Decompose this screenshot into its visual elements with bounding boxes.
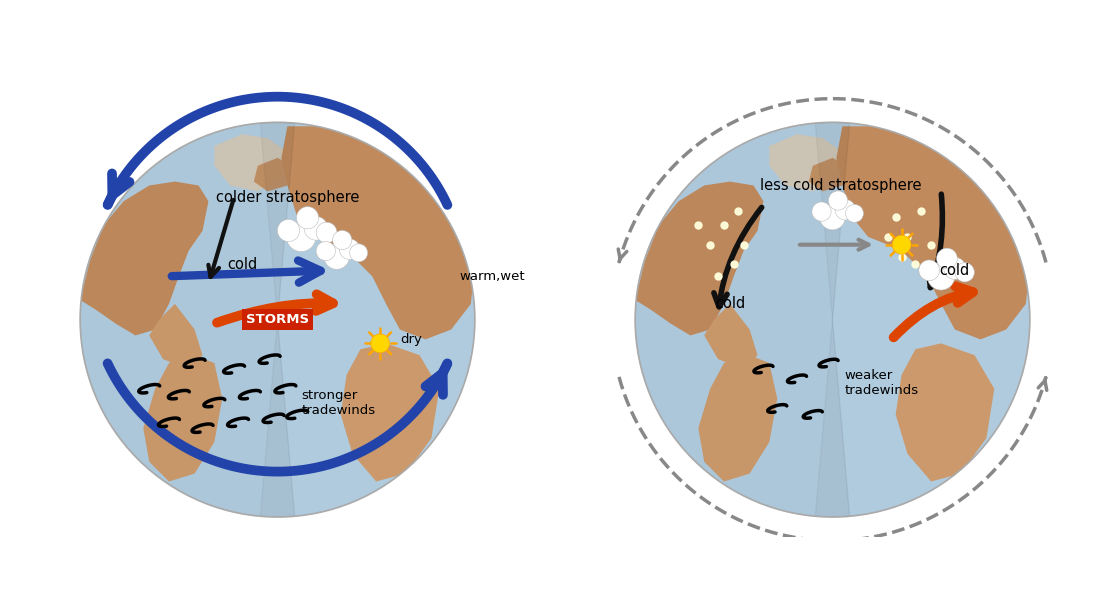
- Circle shape: [846, 204, 864, 222]
- Polygon shape: [769, 134, 842, 191]
- Circle shape: [350, 244, 367, 262]
- Circle shape: [811, 202, 831, 221]
- Text: colder stratosphere: colder stratosphere: [215, 190, 359, 205]
- Text: weaker
tradewinds: weaker tradewinds: [845, 369, 918, 397]
- Circle shape: [324, 244, 350, 270]
- Polygon shape: [254, 158, 293, 191]
- Wedge shape: [80, 122, 294, 517]
- Circle shape: [955, 263, 975, 282]
- Text: cold: cold: [715, 296, 745, 312]
- Circle shape: [919, 260, 939, 281]
- Circle shape: [333, 231, 352, 250]
- Circle shape: [835, 199, 856, 220]
- Polygon shape: [896, 343, 995, 481]
- Circle shape: [80, 122, 475, 517]
- Circle shape: [286, 222, 316, 251]
- Circle shape: [316, 222, 337, 243]
- Text: cold: cold: [940, 263, 970, 278]
- Circle shape: [296, 206, 319, 229]
- Polygon shape: [80, 182, 209, 336]
- Wedge shape: [635, 122, 849, 517]
- Circle shape: [892, 235, 911, 254]
- Text: cold: cold: [226, 257, 258, 272]
- Circle shape: [340, 239, 360, 260]
- Polygon shape: [809, 158, 848, 191]
- Polygon shape: [341, 343, 440, 481]
- Circle shape: [819, 204, 846, 230]
- Text: STORMS: STORMS: [246, 313, 309, 326]
- Circle shape: [371, 334, 390, 353]
- Circle shape: [635, 122, 1030, 517]
- Circle shape: [944, 257, 966, 280]
- Circle shape: [828, 191, 848, 210]
- Circle shape: [278, 219, 300, 241]
- Polygon shape: [282, 126, 475, 339]
- Text: dry: dry: [400, 333, 422, 346]
- Text: less cold stratosphere: less cold stratosphere: [759, 178, 921, 193]
- Polygon shape: [214, 134, 287, 191]
- Polygon shape: [149, 304, 202, 369]
- Circle shape: [304, 217, 327, 240]
- Polygon shape: [698, 355, 777, 481]
- Polygon shape: [635, 182, 764, 336]
- Text: stronger
tradewinds: stronger tradewinds: [301, 389, 375, 417]
- Circle shape: [316, 241, 335, 261]
- Polygon shape: [704, 304, 757, 369]
- Circle shape: [927, 263, 955, 290]
- Text: warm,wet: warm,wet: [460, 270, 525, 283]
- Polygon shape: [837, 126, 1030, 339]
- Polygon shape: [143, 355, 222, 481]
- Circle shape: [937, 248, 957, 269]
